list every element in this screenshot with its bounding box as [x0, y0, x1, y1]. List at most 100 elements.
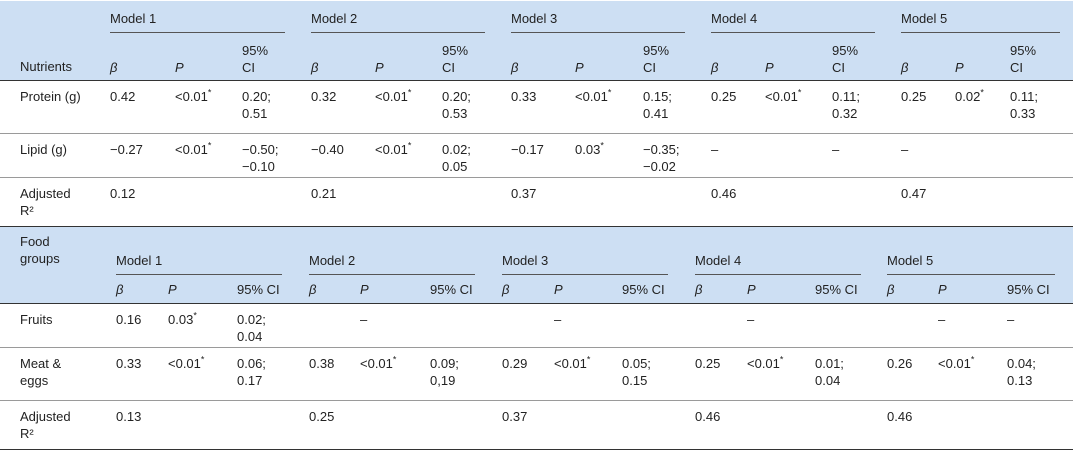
column-header: P: [938, 282, 947, 297]
model-underline: [711, 32, 875, 33]
cell: <0.01*: [575, 87, 612, 104]
bottom-rule: [0, 449, 1073, 450]
column-header: β: [309, 282, 317, 297]
cell: 0.03*: [575, 140, 604, 157]
cell: 0.32: [311, 89, 337, 104]
cell: −0.50; −0.10: [242, 142, 279, 174]
column-header: β: [502, 282, 510, 297]
cell: −0.17: [511, 142, 544, 157]
cell: –: [938, 312, 946, 327]
cell: 0.21: [311, 186, 337, 201]
model-label: Model 5: [887, 253, 934, 268]
cell: 0.12: [110, 186, 136, 201]
column-header: β: [110, 60, 118, 75]
cell: 0.47: [901, 186, 927, 201]
cell: 0.11; 0.33: [1010, 89, 1038, 121]
column-header: 95% CI: [832, 43, 859, 75]
cell: −0.35; −0.02: [643, 142, 680, 174]
column-header: 95% CI: [237, 282, 280, 297]
cell: –: [554, 312, 562, 327]
column-header: 95% CI: [622, 282, 665, 297]
row-label: Meat & eggs: [20, 356, 62, 388]
cell: 0.20; 0.53: [442, 89, 471, 121]
row-rule: [0, 133, 1073, 134]
header-band: [0, 1, 1073, 80]
cell: 0.25: [309, 409, 335, 424]
section-rule: [0, 226, 1073, 227]
row-label: Adjusted R²: [20, 186, 71, 218]
cell: <0.01*: [765, 87, 802, 104]
cell: –: [747, 312, 755, 327]
row-label: Fruits: [20, 312, 53, 327]
cell: <0.01*: [554, 354, 591, 371]
cell: –: [1007, 312, 1015, 327]
column-header: P: [175, 60, 184, 75]
cell: 0.02; 0.05: [442, 142, 471, 174]
cell: <0.01*: [168, 354, 205, 371]
row-rule: [0, 347, 1073, 348]
column-header: P: [575, 60, 584, 75]
cell: 0.37: [502, 409, 528, 424]
model-label: Model 2: [309, 253, 356, 268]
column-header: P: [375, 60, 384, 75]
model-label: Model 1: [116, 253, 163, 268]
header-rule: [0, 80, 1073, 81]
header-band: [0, 227, 1073, 303]
cell: 0.20; 0.51: [242, 89, 271, 121]
cell: 0.33: [511, 89, 537, 104]
cell: 0.04; 0.13: [1007, 356, 1036, 388]
row-rule: [0, 400, 1073, 401]
cell: –: [832, 142, 840, 157]
column-header: β: [711, 60, 719, 75]
model-label: Model 1: [110, 11, 157, 26]
model-underline: [511, 32, 685, 33]
column-header: P: [765, 60, 774, 75]
row-rule: [0, 177, 1073, 178]
cell: 0.25: [711, 89, 737, 104]
cell: –: [360, 312, 368, 327]
row-label: Adjusted R²: [20, 409, 71, 441]
cell: 0.26: [887, 356, 913, 371]
cell: 0.02; 0.04: [237, 312, 266, 344]
column-header: β: [695, 282, 703, 297]
cell: 0.09; 0,19: [430, 356, 459, 388]
model-underline: [695, 274, 861, 275]
cell: <0.01*: [175, 87, 212, 104]
cell: <0.01*: [375, 140, 412, 157]
column-header: β: [116, 282, 124, 297]
cell: 0.46: [887, 409, 913, 424]
cell: 0.29: [502, 356, 528, 371]
column-header: 95% CI: [1010, 43, 1037, 75]
column-header: P: [955, 60, 964, 75]
model-label: Model 5: [901, 11, 948, 26]
column-header: 95% CI: [815, 282, 858, 297]
cell: –: [711, 142, 719, 157]
cell: 0.13: [116, 409, 142, 424]
column-header: 95% CI: [430, 282, 473, 297]
row-label: Lipid (g): [20, 142, 67, 157]
column-header: 95% CI: [442, 43, 469, 75]
cell: 0.25: [901, 89, 927, 104]
column-header: 95% CI: [643, 43, 670, 75]
header-rule: [0, 303, 1073, 304]
cell: 0.38: [309, 356, 335, 371]
cell: −0.27: [110, 142, 143, 157]
cell: <0.01*: [375, 87, 412, 104]
cell: 0.16: [116, 312, 142, 327]
model-underline: [116, 274, 282, 275]
model-underline: [502, 274, 668, 275]
cell: 0.25: [695, 356, 721, 371]
cell: <0.01*: [175, 140, 212, 157]
model-underline: [901, 32, 1060, 33]
cell: 0.46: [695, 409, 721, 424]
column-header: P: [747, 282, 756, 297]
model-underline: [309, 274, 475, 275]
model-label: Model 2: [311, 11, 358, 26]
cell: <0.01*: [747, 354, 784, 371]
cell: <0.01*: [360, 354, 397, 371]
model-label: Model 4: [695, 253, 742, 268]
column-header: β: [511, 60, 519, 75]
column-header: β: [311, 60, 319, 75]
model-underline: [110, 32, 285, 33]
